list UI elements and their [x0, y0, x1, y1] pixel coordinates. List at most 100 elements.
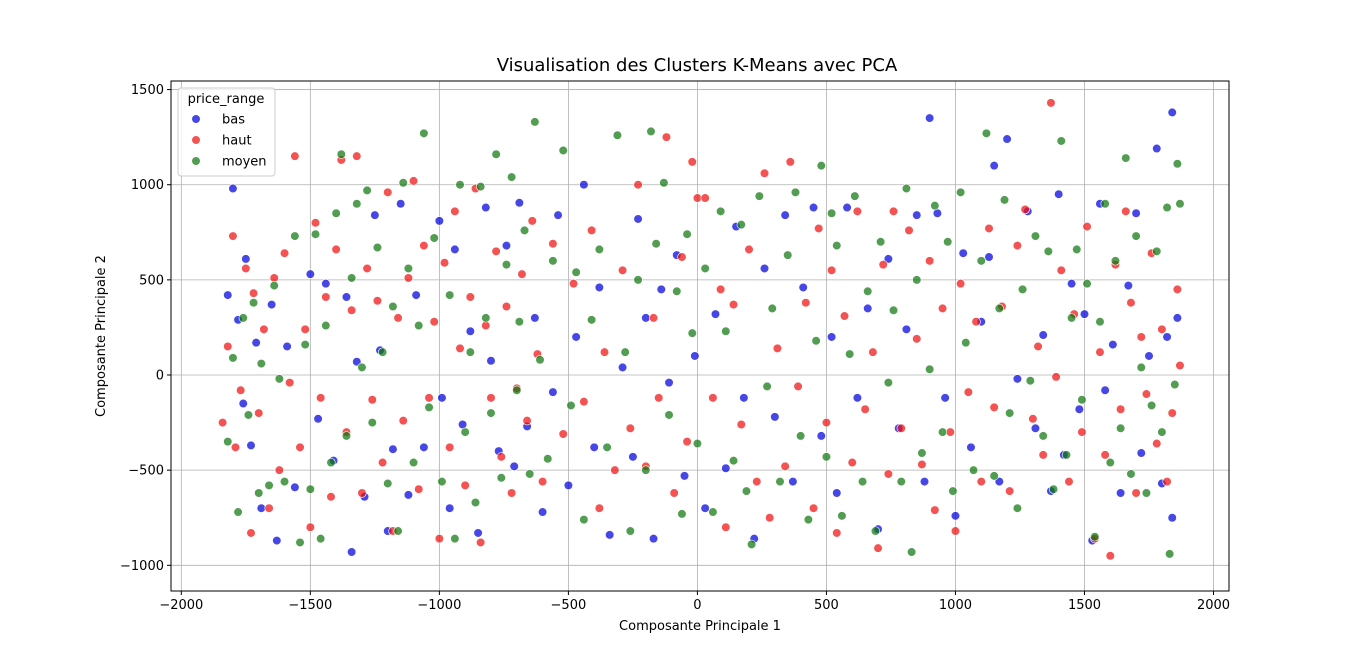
data-point-moyen [264, 480, 274, 490]
data-point-bas [481, 202, 491, 213]
data-point-bas [313, 414, 323, 424]
data-point-bas [863, 303, 873, 314]
data-point-haut [1152, 438, 1162, 449]
x-tick-label: −2000 [159, 598, 203, 613]
data-point-moyen [269, 280, 279, 291]
data-point-haut [548, 239, 558, 249]
data-point-haut [347, 305, 357, 315]
data-point-bas [370, 210, 380, 220]
data-point-haut [752, 476, 762, 487]
data-point-moyen [587, 315, 597, 325]
data-point-moyen [775, 476, 785, 487]
data-point-moyen [999, 195, 1010, 205]
data-point-moyen [362, 185, 372, 196]
data-point-moyen [1172, 159, 1182, 169]
data-point-moyen [1152, 246, 1162, 256]
data-point-moyen [1131, 231, 1141, 241]
data-point-moyen [816, 161, 826, 171]
data-point-bas [347, 547, 357, 557]
data-point-haut [439, 258, 450, 268]
data-point-moyen [429, 233, 439, 243]
data-point-haut [839, 311, 850, 321]
data-point-bas [553, 210, 563, 220]
data-point-haut [1020, 204, 1030, 215]
series-moyen [223, 117, 1185, 559]
data-point-haut [321, 292, 331, 302]
data-point-moyen [455, 180, 465, 190]
data-point-haut [852, 206, 863, 216]
data-point-bas [1038, 330, 1048, 340]
data-point-moyen [827, 208, 837, 218]
data-point-moyen [906, 547, 917, 557]
data-point-moyen [326, 457, 336, 468]
data-point-moyen [1066, 313, 1077, 323]
data-point-haut [455, 343, 465, 353]
data-point-moyen [1043, 246, 1053, 256]
data-point-bas [290, 482, 300, 492]
data-point-moyen [602, 442, 612, 452]
data-point-moyen [659, 178, 669, 188]
data-point-bas [1054, 189, 1064, 199]
data-point-moyen [762, 381, 772, 392]
data-point-haut [1157, 324, 1167, 334]
data-point-moyen [398, 178, 408, 188]
data-point-haut [434, 534, 444, 544]
x-axis-label: Composante Principale 1 [619, 619, 781, 634]
legend-box [177, 87, 276, 177]
data-point-haut [352, 151, 362, 161]
x-tick-label: 2000 [1197, 598, 1230, 613]
data-point-bas [925, 113, 935, 123]
data-point-moyen [460, 427, 470, 437]
data-point-moyen [754, 191, 764, 201]
x-tick-label: 1500 [1068, 598, 1101, 613]
data-point-haut [801, 298, 811, 308]
data-point-moyen [248, 298, 259, 308]
data-point-bas [223, 290, 233, 300]
data-point-moyen [450, 534, 460, 544]
data-point-haut [1056, 265, 1066, 275]
data-point-moyen [1048, 484, 1059, 494]
data-point-moyen [832, 241, 842, 251]
data-point-moyen [937, 427, 948, 437]
data-point-bas [537, 507, 548, 517]
data-point-haut [1046, 98, 1056, 108]
data-point-bas [842, 202, 852, 213]
data-point-bas [605, 530, 615, 540]
data-point-moyen [408, 457, 419, 468]
data-point-bas [473, 528, 483, 538]
data-point-haut [814, 223, 824, 234]
data-point-bas [486, 356, 496, 366]
data-point-haut [254, 408, 264, 418]
data-point-bas [1079, 309, 1090, 319]
data-point-moyen [811, 336, 821, 346]
data-point-moyen [594, 244, 604, 255]
data-point-moyen [917, 448, 927, 458]
data-point-moyen [989, 471, 999, 481]
data-point-bas [282, 341, 292, 352]
data-point-haut [1172, 284, 1182, 294]
data-point-haut [661, 132, 672, 142]
data-point-moyen [721, 326, 731, 336]
data-point-haut [896, 423, 906, 433]
legend-entries: bas haut moyen [191, 113, 267, 170]
data-point-moyen [558, 145, 568, 156]
data-point-haut [692, 193, 703, 203]
data-point-moyen [496, 473, 506, 483]
data-point-bas [509, 461, 519, 471]
data-point-haut [465, 292, 475, 302]
data-point-bas [272, 535, 282, 546]
data-point-haut [677, 252, 687, 262]
data-point-moyen [796, 431, 806, 441]
data-point-moyen [548, 256, 558, 266]
data-point-moyen [336, 149, 346, 159]
data-point-bas [739, 393, 749, 403]
data-point-bas [664, 378, 674, 388]
data-point-haut [917, 459, 927, 470]
data-point-haut [378, 457, 388, 468]
legend-marker-bas [191, 114, 201, 124]
data-point-bas [251, 338, 261, 348]
data-point-haut [274, 465, 284, 475]
data-point-moyen [243, 410, 254, 420]
